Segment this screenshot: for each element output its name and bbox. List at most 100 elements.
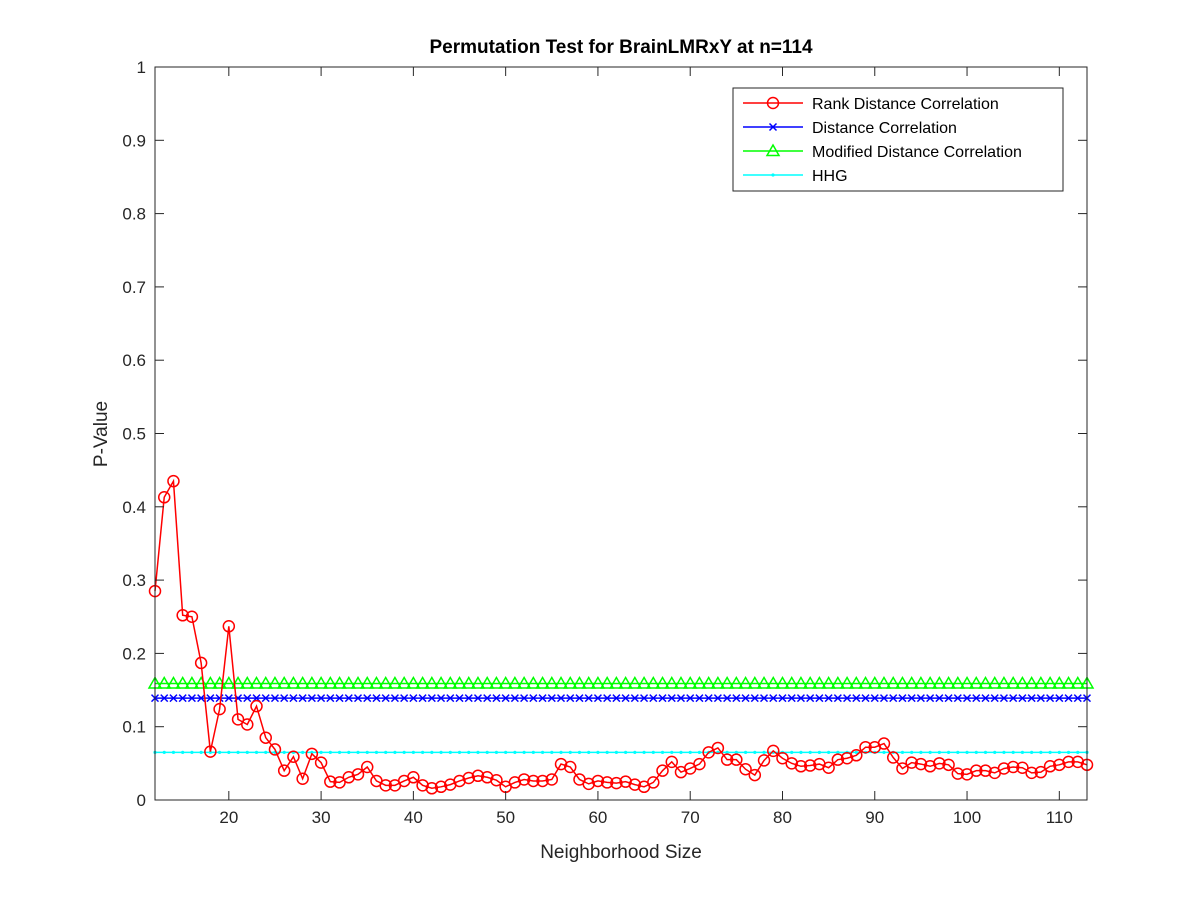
data-point [181, 750, 185, 754]
data-point [799, 750, 803, 754]
data-point [600, 776, 614, 789]
data-point [1043, 760, 1057, 773]
data-point [839, 675, 855, 689]
data-point [206, 694, 215, 703]
data-point [812, 675, 827, 689]
data-point [442, 675, 458, 689]
y-tick-label: 0.7 [122, 278, 146, 297]
data-point [264, 750, 268, 754]
data-point [562, 675, 578, 689]
data-point [907, 694, 916, 703]
data-point [665, 755, 679, 769]
data-point [1036, 694, 1045, 703]
data-point [437, 694, 446, 703]
data-point [369, 675, 384, 689]
data-point [647, 776, 660, 789]
data-point [467, 750, 471, 754]
x-tick-label: 70 [681, 808, 700, 827]
data-point [676, 694, 686, 703]
data-point [603, 694, 612, 703]
data-point [584, 694, 593, 703]
data-point [730, 753, 743, 766]
data-point [1030, 750, 1034, 754]
data-point [725, 750, 729, 754]
data-point [1025, 766, 1038, 780]
data-point [1006, 760, 1020, 774]
data-point [697, 750, 702, 754]
data-point [817, 750, 821, 754]
data-point [910, 750, 914, 754]
data-point [568, 750, 572, 754]
data-point [379, 779, 392, 792]
data-point [277, 764, 291, 777]
data-point [310, 750, 314, 754]
data-point [545, 773, 559, 786]
data-point [566, 694, 575, 703]
data-point [267, 675, 283, 689]
data-point [619, 775, 632, 788]
data-point [1039, 750, 1043, 754]
data-point [559, 750, 563, 754]
legend-box [732, 87, 1064, 192]
data-point [490, 773, 503, 787]
data-point [974, 750, 978, 754]
data-point [970, 764, 983, 777]
legend-entry: Modified Distance Correlation [743, 143, 1022, 161]
data-point [396, 675, 412, 689]
series-layer [147, 474, 1095, 795]
data-point [581, 675, 596, 689]
data-point [249, 675, 264, 689]
data-point [1064, 694, 1073, 703]
data-point [236, 750, 240, 754]
data-point [968, 675, 984, 689]
data-point [416, 779, 429, 792]
data-point [335, 694, 344, 703]
data-point [941, 675, 956, 689]
data-point [997, 762, 1011, 775]
data-point [987, 675, 1003, 689]
legend-marker [771, 173, 775, 177]
data-point [688, 750, 692, 754]
data-point [492, 694, 501, 703]
data-point [765, 675, 781, 689]
data-point [843, 694, 852, 703]
data-point [221, 675, 237, 689]
data-point [504, 750, 508, 754]
data-point [885, 675, 901, 689]
data-point [978, 675, 993, 689]
data-point [618, 675, 633, 689]
x-tick-label: 100 [953, 808, 981, 827]
data-point [979, 764, 992, 777]
data-point [803, 759, 817, 772]
data-point [850, 749, 863, 762]
data-point [535, 675, 550, 689]
data-point [485, 750, 489, 754]
data-point [332, 675, 347, 689]
data-point [261, 694, 270, 703]
data-point [520, 694, 529, 703]
data-point [184, 675, 200, 689]
legend-entry: Rank Distance Correlation [743, 96, 999, 113]
data-point [301, 750, 305, 754]
data-point [276, 675, 292, 689]
data-point [609, 675, 624, 689]
data-point [241, 718, 254, 731]
data-point [313, 675, 329, 689]
data-point [250, 699, 263, 713]
data-point [337, 750, 342, 754]
data-point [821, 675, 836, 689]
data-point [591, 774, 605, 788]
x-tick-label: 40 [404, 808, 423, 827]
data-point [937, 750, 941, 754]
data-point [686, 694, 695, 703]
data-point [996, 675, 1012, 689]
data-point [919, 750, 923, 754]
x-tick-label: 20 [219, 808, 238, 827]
data-point [245, 750, 249, 754]
data-point [1046, 694, 1055, 703]
data-point [756, 675, 772, 689]
data-point [713, 694, 722, 703]
data-point [254, 750, 259, 754]
data-point [858, 675, 873, 689]
data-point [461, 675, 477, 689]
